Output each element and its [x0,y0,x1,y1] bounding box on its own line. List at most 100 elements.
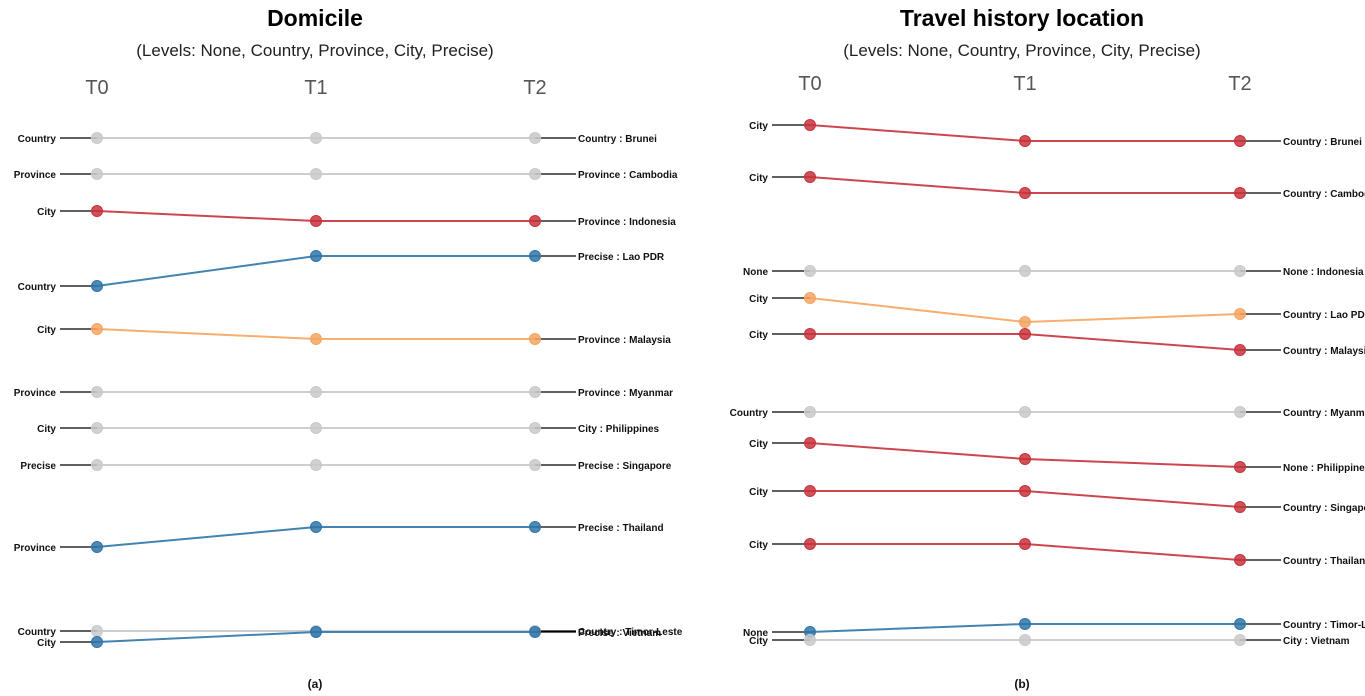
point-t1 [1019,316,1031,328]
left-label: City [749,636,768,647]
right-label: Country : Cambodia [1283,189,1365,200]
point-t2 [529,215,541,227]
left-label: Precise [20,461,56,472]
series-singapore: Precise Precise : Singapore [20,459,672,472]
right-label: Country : Timor-Leste [1283,620,1365,631]
point-t1 [1019,135,1031,147]
point-t2 [529,626,541,638]
time-label-t1: T1 [304,77,327,99]
point-t1 [1019,187,1031,199]
chart-subtitle: (Levels: None, Country, Province, City, … [136,41,493,60]
point-t1 [1019,485,1031,497]
point-t0 [91,459,103,471]
point-t2 [529,386,541,398]
point-t0 [91,541,103,553]
point-t0 [91,132,103,144]
point-t0 [804,119,816,131]
right-label: Country : Singapore [1283,503,1365,514]
right-label: Country : Brunei [1283,137,1362,148]
right-label: Precise : Lao PDR [578,252,665,263]
point-t2 [529,333,541,345]
right-label: City : Vietnam [1283,636,1350,647]
left-label: City [749,487,768,498]
time-label-t0: T0 [85,77,108,99]
point-t0 [91,625,103,637]
point-t2 [1234,406,1246,418]
right-label: None : Indonesia [1283,267,1364,278]
point-t0 [91,323,103,335]
right-label: Country : Myanmar [1283,408,1365,419]
point-t1 [1019,538,1031,550]
point-t0 [804,485,816,497]
point-t2 [1234,187,1246,199]
point-t1 [1019,265,1031,277]
time-label-t1: T1 [1013,73,1036,95]
series-myanmar: Province Province : Myanmar [14,386,673,399]
point-t1 [310,250,322,262]
left-label: None [743,267,768,278]
point-t2 [1234,501,1246,513]
point-t2 [1234,308,1246,320]
left-label: Province [14,170,57,181]
series-thailand: Province Precise : Thailand [14,521,664,554]
point-t1 [310,422,322,434]
right-label: Precise : Thailand [578,523,664,534]
series-philippines: City City : Philippines [37,422,660,435]
point-t1 [310,459,322,471]
point-t0 [91,422,103,434]
chart-title: Travel history location [900,5,1144,31]
point-t0 [91,168,103,180]
point-t2 [529,422,541,434]
point-t2 [529,459,541,471]
point-t1 [1019,406,1031,418]
point-t0 [804,437,816,449]
point-t1 [310,215,322,227]
point-t2 [1234,135,1246,147]
point-t2 [1234,634,1246,646]
left-label: City [749,439,768,450]
point-t1 [1019,328,1031,340]
left-label: None [743,628,768,639]
chart-b: Travel history location (Levels: None, Co… [730,5,1365,691]
point-t0 [804,328,816,340]
point-t0 [804,292,816,304]
left-label: Country [18,627,57,638]
point-t2 [1234,344,1246,356]
point-t2 [529,132,541,144]
point-t2 [1234,461,1246,473]
right-label: Country : Malaysia [1283,346,1365,357]
point-t2 [1234,618,1246,630]
series-singapore: City Country : Singapore [749,485,1365,514]
series-brunei: City Country : Brunei [749,119,1362,148]
point-t1 [1019,634,1031,646]
chart-subtitle: (Levels: None, Country, Province, City, … [843,41,1200,60]
right-label: Country : Lao PDR [1283,310,1365,321]
series-cambodia: City Country : Cambodia [749,171,1365,200]
point-t0 [804,634,816,646]
point-t0 [804,538,816,550]
right-label: Country : Brunei [578,134,657,145]
left-label: City [37,207,56,218]
point-t1 [310,132,322,144]
point-t2 [529,250,541,262]
left-label: Province [14,388,57,399]
series-indonesia: None None : Indonesia [743,265,1364,278]
left-label: City [749,173,768,184]
point-t1 [310,626,322,638]
series-cambodia: Province Province : Cambodia [14,168,678,181]
right-label: Country : Timor-Leste [578,627,683,638]
left-label: City [37,638,56,649]
series-malaysia: City Province : Malaysia [37,323,671,346]
point-t2 [529,521,541,533]
time-label-t0: T0 [798,73,821,95]
series-malaysia: City Country : Malaysia [749,328,1365,357]
point-t0 [804,265,816,277]
time-label-t2: T2 [523,77,546,99]
point-t1 [310,386,322,398]
right-label: Province : Malaysia [578,335,671,346]
series-lao-pdr: City Country : Lao PDR [749,292,1365,328]
point-t1 [310,333,322,345]
left-label: City [749,540,768,551]
right-label: Province : Indonesia [578,217,676,228]
